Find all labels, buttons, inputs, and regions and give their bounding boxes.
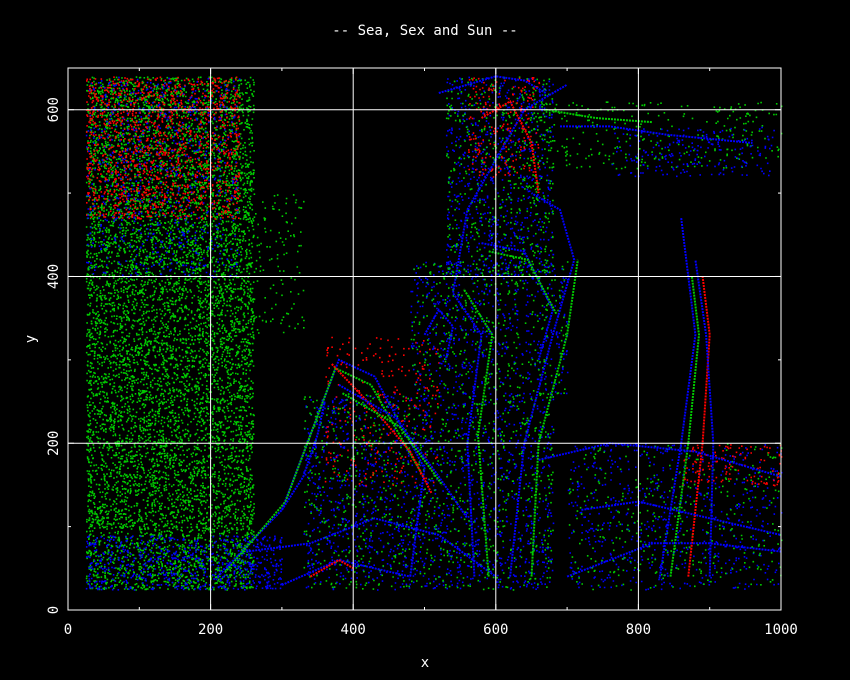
scatter-series-16 xyxy=(568,443,783,591)
scatter-series-8 xyxy=(303,393,555,591)
edge-curve-9 xyxy=(509,192,576,577)
x-tick-label: 400 xyxy=(341,622,366,638)
scatter-points-0 xyxy=(85,76,255,591)
y-tick-label: 0 xyxy=(46,606,62,614)
x-tick-label: 600 xyxy=(483,622,508,638)
y-axis-label: y xyxy=(23,335,39,343)
edge-curve-15 xyxy=(566,542,782,578)
edge-curve-13 xyxy=(694,259,715,577)
scatter-points-8 xyxy=(303,393,555,591)
edge-curve-2 xyxy=(331,363,433,494)
x-tick-label: 200 xyxy=(198,622,223,638)
scatter-points-7 xyxy=(303,393,555,591)
edge-curve-0 xyxy=(216,358,426,578)
edge-curve-6 xyxy=(281,558,411,586)
edge-curve-14 xyxy=(669,276,701,577)
x-tick-label: 800 xyxy=(626,622,651,638)
edge-curve-21 xyxy=(438,75,547,94)
edge-curve-25 xyxy=(281,401,326,511)
edge-curve-5 xyxy=(246,517,497,578)
scatter-series-0 xyxy=(85,76,255,591)
edge-curve-11 xyxy=(658,217,697,577)
x-axis-label: x xyxy=(421,655,429,671)
y-tick-label: 200 xyxy=(46,431,62,456)
y-tick-label: 400 xyxy=(46,264,62,289)
scatter-series-17 xyxy=(682,444,783,487)
x-tick-label: 1000 xyxy=(764,622,798,638)
scatter-series-4 xyxy=(196,193,305,334)
scatter-points-1 xyxy=(85,76,241,220)
edge-curve-4 xyxy=(341,392,444,486)
scatter-series-14 xyxy=(468,77,541,178)
edge-curve-16 xyxy=(581,500,782,536)
edge-curve-8 xyxy=(462,288,494,577)
chart-grid xyxy=(68,68,781,610)
x-tick-label: 0 xyxy=(64,622,72,638)
tick-labels: 0 200 400 600 800 1000 0 200 400 600 xyxy=(46,97,798,638)
edge-curve-3 xyxy=(338,384,469,519)
y-tick-label: 600 xyxy=(46,97,62,122)
edge-curve-17 xyxy=(538,442,782,478)
scatter-points-4 xyxy=(196,193,305,334)
edge-curve-10 xyxy=(530,259,579,577)
edge-curve-20 xyxy=(488,250,558,315)
scatter-points-14 xyxy=(468,77,541,178)
edge-curve-18 xyxy=(423,308,455,361)
tick-marks xyxy=(67,68,782,611)
edge-curve-1 xyxy=(224,366,422,574)
scatter-points-16 xyxy=(568,443,783,591)
edge-curve-26 xyxy=(309,558,354,578)
scatter-series-1 xyxy=(85,76,241,220)
chart-title: -- Sea, Sex and Sun -- xyxy=(332,23,517,39)
scatter-series-7 xyxy=(303,393,555,591)
scatter-points-17 xyxy=(682,444,783,487)
edge-curve-12 xyxy=(687,276,711,577)
edge-curve-24 xyxy=(545,108,653,124)
